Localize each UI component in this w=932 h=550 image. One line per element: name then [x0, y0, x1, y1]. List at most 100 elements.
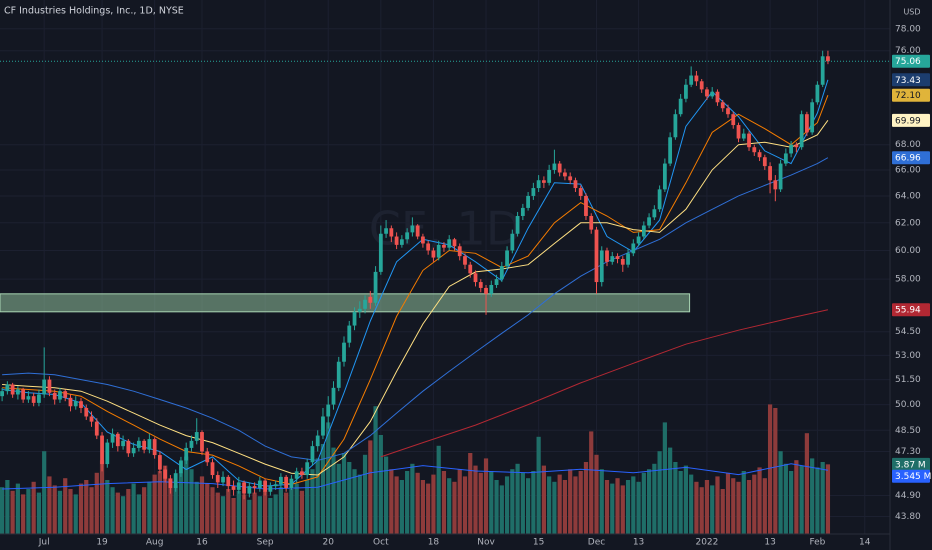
- price-badge: [892, 457, 930, 471]
- candle-body: [552, 163, 557, 170]
- candle-body: [778, 163, 783, 190]
- candle-body: [436, 244, 441, 258]
- y-tick-label: 47.30: [895, 447, 921, 457]
- volume-bar: [683, 465, 689, 534]
- volume-bar: [89, 487, 94, 534]
- volume-bar: [504, 476, 510, 534]
- volume-bar: [31, 481, 36, 534]
- candle-body: [815, 84, 820, 103]
- candle-body: [226, 476, 231, 487]
- candle-body: [526, 195, 531, 208]
- y-tick-label: 78.00: [895, 24, 921, 34]
- volume-bar: [620, 485, 625, 534]
- volume-bar: [215, 492, 220, 534]
- candle-body: [121, 440, 125, 447]
- volume-bar: [341, 453, 347, 534]
- y-tick-label: 48.50: [895, 426, 921, 436]
- volume-bar: [636, 481, 641, 534]
- candle-body: [804, 114, 809, 133]
- candle-body: [789, 144, 794, 154]
- candle-body: [489, 284, 494, 294]
- candle-body: [752, 147, 757, 153]
- volume-bar: [499, 485, 504, 534]
- volume-bar: [610, 483, 615, 534]
- y-tick-label: 58.00: [895, 275, 921, 285]
- y-tick-label: 53.00: [895, 351, 921, 361]
- volume-bar: [194, 481, 199, 534]
- ma-line: [2, 95, 829, 485]
- candle-body: [10, 384, 15, 395]
- volume-bar: [284, 492, 289, 534]
- volume-bar: [736, 481, 741, 534]
- volume-bar: [410, 463, 415, 534]
- candle-body: [347, 325, 352, 343]
- candle-body: [210, 462, 215, 476]
- axis: 78.00 76.00 68.00 66.00 64.00 62.00 60.00 58.00…: [38, 24, 932, 547]
- candle-body: [694, 75, 699, 82]
- price-badge-label: 69.99: [895, 116, 921, 126]
- volume-bar: [720, 489, 725, 534]
- volume-bar: [704, 480, 710, 534]
- y-tick-label: 62.00: [895, 218, 921, 228]
- price-badge: [892, 73, 930, 87]
- candle-body: [52, 392, 57, 400]
- candle-body: [294, 471, 299, 479]
- volume-bar: [483, 458, 489, 534]
- x-tick-label: 19: [96, 538, 108, 548]
- candle-body: [79, 401, 83, 408]
- volume-bar: [268, 498, 273, 534]
- volume-bar: [746, 480, 752, 534]
- x-tick-label: 2022: [695, 538, 718, 548]
- candle-body: [615, 256, 620, 259]
- volume-bar: [205, 483, 210, 534]
- volume-bar: [625, 480, 631, 534]
- volume-bar: [436, 445, 441, 534]
- candle-body: [200, 432, 204, 452]
- candle-body: [599, 250, 604, 283]
- candle-body: [699, 81, 704, 90]
- candle-body: [257, 480, 262, 488]
- candle-body: [273, 484, 278, 487]
- ma-line: [2, 157, 829, 462]
- x-tick-label: 13: [764, 538, 775, 548]
- volume-bar: [383, 456, 389, 534]
- volume-bar: [52, 485, 57, 534]
- y-tick-label: 54.50: [895, 327, 921, 337]
- candle-body: [321, 416, 325, 436]
- volume-bar: [562, 480, 568, 534]
- y-tick-label: 43.80: [895, 512, 921, 522]
- candle-body: [42, 379, 47, 395]
- volume-bar: [357, 474, 362, 534]
- candle-body: [568, 176, 573, 181]
- candle-body: [126, 440, 131, 454]
- volume-bar: [110, 487, 115, 534]
- candle-body: [231, 486, 236, 490]
- price-badge-label: 73.43: [895, 76, 921, 86]
- candle-body: [783, 153, 788, 164]
- candle-body: [158, 455, 162, 470]
- candle-body: [331, 387, 336, 405]
- volume-bar: [415, 472, 420, 534]
- volume-bar: [0, 487, 5, 534]
- volume-bar: [5, 480, 10, 534]
- candle-body: [247, 486, 252, 494]
- candle-body: [142, 440, 147, 450]
- candle-body: [520, 207, 525, 216]
- volume-bar: [773, 408, 778, 534]
- candle-body: [399, 239, 404, 245]
- candle-body: [484, 287, 488, 294]
- plot: [0, 50, 890, 534]
- price-badge-label: 55.94: [895, 306, 921, 316]
- candle-body: [557, 163, 562, 173]
- volume-bar: [604, 480, 610, 534]
- volume-bar: [115, 492, 120, 534]
- x-tick-label: Nov: [477, 538, 495, 548]
- candle-body: [373, 271, 378, 303]
- candle-body: [284, 476, 289, 488]
- volume-bar: [804, 433, 809, 534]
- volume-bar: [273, 494, 278, 534]
- candle-body: [342, 342, 346, 362]
- candle-body: [352, 311, 357, 326]
- candle-body: [447, 239, 452, 248]
- candle-body: [110, 433, 115, 443]
